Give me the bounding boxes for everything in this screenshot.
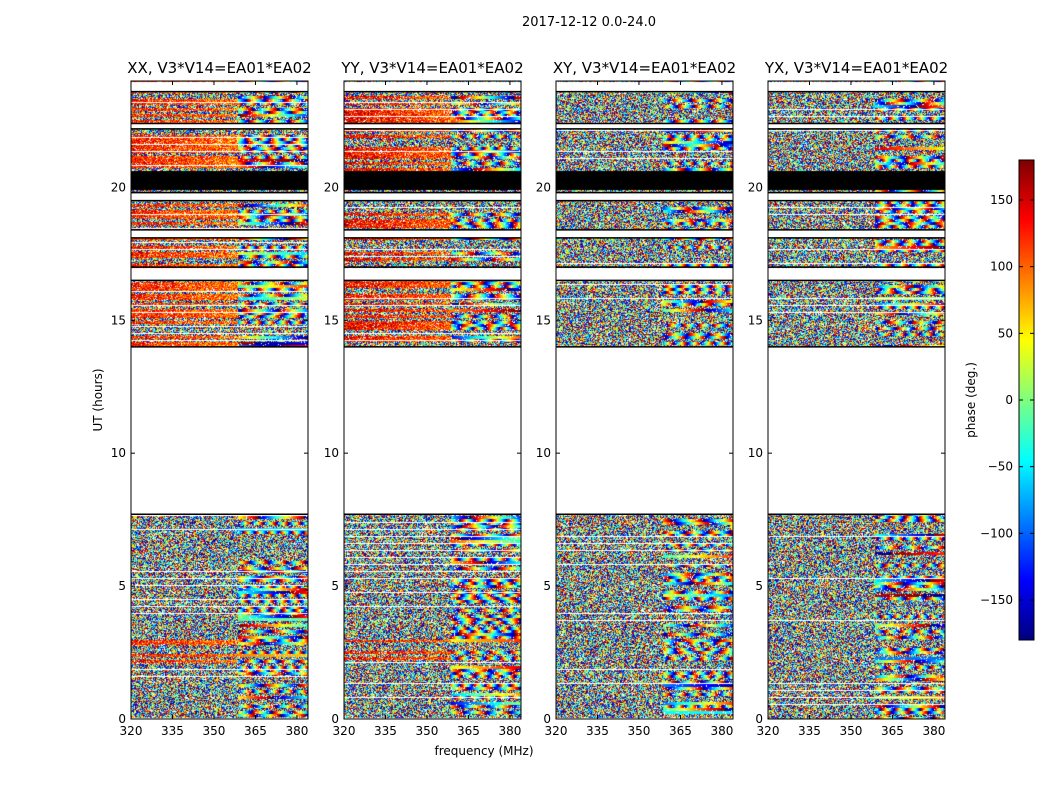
panel-0-xtick-label-350: 350 [203,724,226,738]
panel-3-ytick-label-0: 0 [755,712,763,726]
colorbar-tick-label--100: −100 [980,526,1013,540]
panel-0-xtick-label-365: 365 [244,724,267,738]
panel-1-xtick-label-335: 335 [374,724,397,738]
panel-2-ytick-label-20: 20 [536,180,551,194]
panel-2-ytick-label-10: 10 [536,446,551,460]
panel-0-xtick-label-320: 320 [120,724,143,738]
panel-1: YY, V3*V14=EA01*EA02 320 335 350 365 380 0 5 10 1… [324,59,524,738]
panel-0: XX, V3*V14=EA01*EA02 320 335 350 365 380 0 5 10 1… [111,59,312,738]
panels: XX, V3*V14=EA01*EA02 320 335 350 365 380 0 5 10 1… [111,59,948,738]
panel-2-xtick-label-335: 335 [586,724,609,738]
colorbar-tick-label-0: 0 [1005,393,1013,407]
colorbar-tick-label-50: 50 [998,326,1013,340]
panel-0-ytick-label-15: 15 [111,313,126,327]
panel-3-ytick-label-10: 10 [748,446,763,460]
panel-3-xtick-label-320: 320 [757,724,780,738]
panel-1-ytick-label-15: 15 [324,313,339,327]
panel-0-ytick-label-5: 5 [118,579,126,593]
panel-2-xtick-label-380: 380 [710,724,733,738]
x-axis-label: frequency (MHz) [434,744,533,758]
colorbar-tick-label-100: 100 [990,260,1013,274]
y-axis-label: UT (hours) [91,368,105,431]
panel-2-ytick-label-0: 0 [543,712,551,726]
panel-3-ytick-label-5: 5 [755,579,763,593]
panel-1-ytick-label-5: 5 [331,579,339,593]
panel-3-title: YX, V3*V14=EA01*EA02 [764,59,948,77]
panel-2-xtick-label-365: 365 [669,724,692,738]
panel-0-frame [130,80,309,720]
panel-1-ytick-label-20: 20 [324,180,339,194]
panel-0-ytick-label-0: 0 [118,712,126,726]
panel-2-xtick-label-320: 320 [545,724,568,738]
panel-3-ytick-label-15: 15 [748,313,763,327]
panel-2-frame [555,80,734,720]
panel-1-xtick-label-365: 365 [457,724,480,738]
panel-1-xtick-label-380: 380 [498,724,521,738]
panel-0-heatmap [131,81,308,719]
colorbar-tick-label--50: −50 [988,460,1013,474]
panel-0-xtick-label-335: 335 [161,724,184,738]
panel-3-frame [767,80,946,720]
colorbar-tick-label--150: −150 [980,593,1013,607]
panel-0-ytick-label-10: 10 [111,446,126,460]
colorbar: −150 −100 −50 0 50 100 150 [980,159,1035,641]
panel-0-title: XX, V3*V14=EA01*EA02 [127,59,311,77]
panel-2-title: XY, V3*V14=EA01*EA02 [553,59,736,77]
colorbar-label: phase (deg.) [964,362,978,438]
panel-3: YX, V3*V14=EA01*EA02 320 335 350 365 380 0 5 10 1… [748,59,948,738]
panel-2: XY, V3*V14=EA01*EA02 320 335 350 365 380 0 5 10 1… [536,59,736,738]
panel-3-xtick-label-335: 335 [798,724,821,738]
panel-2-ytick-label-5: 5 [543,579,551,593]
panel-1-ytick-label-0: 0 [331,712,339,726]
panel-2-heatmap [556,81,733,719]
panel-3-xtick-label-365: 365 [881,724,904,738]
panel-1-ytick-label-10: 10 [324,446,339,460]
panel-1-frame [343,80,522,720]
panel-3-ytick-label-20: 20 [748,180,763,194]
panel-1-heatmap [344,81,521,719]
panel-1-xtick-label-350: 350 [416,724,439,738]
figure-title: 2017-12-12 0.0-24.0 [522,15,656,30]
panel-3-heatmap [768,81,945,719]
panel-0-ytick-label-20: 20 [111,180,126,194]
panel-0-xtick-label-380: 380 [285,724,308,738]
panel-3-xtick-label-380: 380 [922,724,945,738]
panel-1-xtick-label-320: 320 [333,724,356,738]
panel-2-ytick-label-15: 15 [536,313,551,327]
colorbar-tick-label-150: 150 [990,193,1013,207]
panel-3-xtick-label-350: 350 [840,724,863,738]
panel-1-title: YY, V3*V14=EA01*EA02 [340,59,523,77]
panel-2-xtick-label-350: 350 [628,724,651,738]
